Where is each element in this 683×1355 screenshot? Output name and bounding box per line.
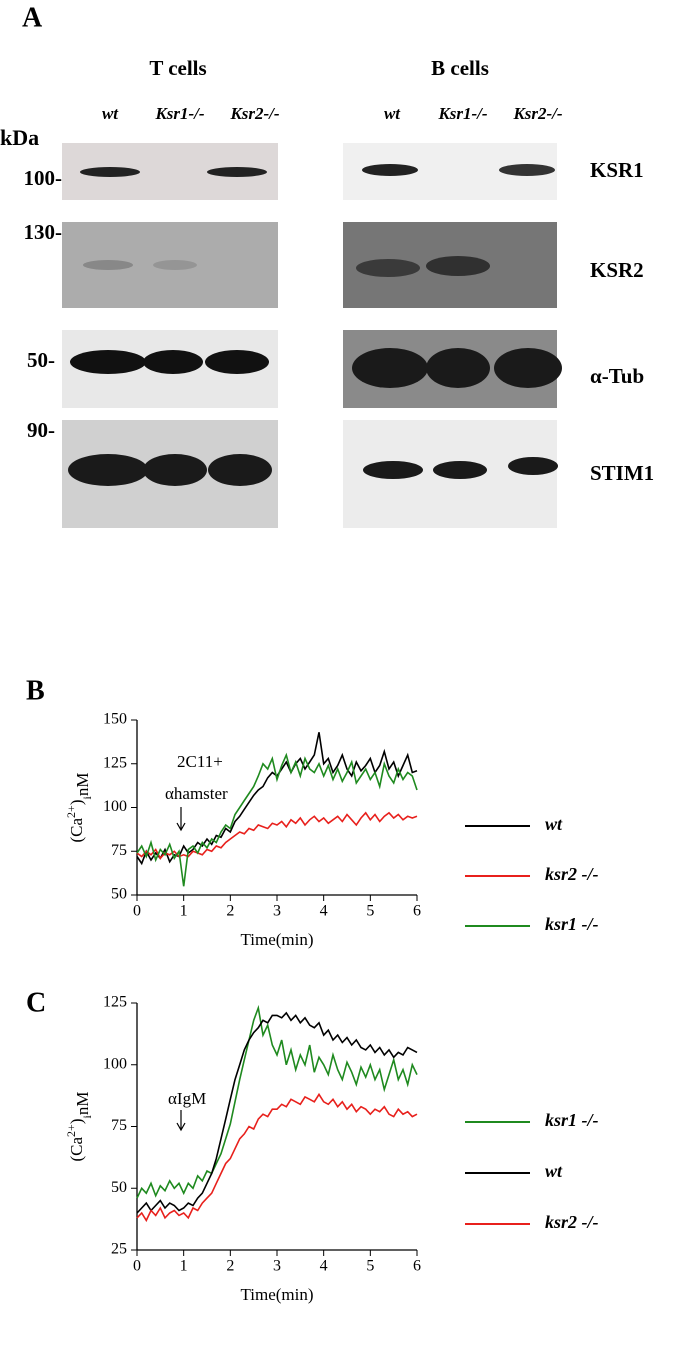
band — [356, 259, 420, 277]
y-tick-label: 150 — [103, 711, 127, 728]
x-tick-label: 1 — [180, 903, 188, 920]
x-tick-label: 2 — [226, 903, 234, 920]
line-series — [136, 752, 418, 887]
x-tick-label: 4 — [320, 903, 328, 920]
arrow — [176, 807, 186, 832]
x-axis-label: Time(min) — [240, 930, 313, 949]
panel-label: B — [26, 675, 45, 706]
protein-label: KSR1 — [590, 158, 644, 182]
marker-label: 50- — [27, 348, 55, 372]
band — [494, 348, 562, 388]
lane-label: wt — [384, 104, 401, 123]
y-tick-label: 75 — [111, 842, 127, 859]
band — [362, 164, 418, 176]
band — [205, 350, 269, 374]
y-axis-label-part: i — [80, 1114, 94, 1118]
annotation: αIgM — [168, 1089, 206, 1108]
y-axis-label-part: ) — [67, 799, 86, 805]
line-series — [136, 1011, 418, 1214]
protein-label: STIM1 — [590, 461, 654, 485]
band — [426, 348, 490, 388]
x-tick-label: 4 — [320, 1258, 328, 1275]
x-tick-label: 3 — [273, 903, 281, 920]
band — [83, 260, 133, 270]
y-tick-label: 125 — [103, 754, 127, 771]
lane-label: Ksr2-/- — [512, 104, 562, 123]
line-series — [136, 1004, 418, 1199]
legend-label: ksr2 -/- — [545, 864, 599, 884]
x-tick-label: 3 — [273, 1258, 281, 1275]
x-tick-label: 1 — [180, 1258, 188, 1275]
x-tick-label: 0 — [133, 1258, 141, 1275]
y-axis-label: (Ca2+)inM — [64, 773, 94, 843]
lane-label: Ksr1-/- — [154, 104, 204, 123]
band — [70, 350, 146, 374]
legend-label: ksr2 -/- — [545, 1212, 599, 1232]
panel-label: A — [22, 2, 43, 33]
y-tick-label: 50 — [111, 1179, 127, 1196]
y-axis-label-part: 2+ — [64, 805, 78, 818]
band — [68, 454, 148, 486]
band — [208, 454, 272, 486]
line-series — [136, 1092, 418, 1223]
x-tick-label: 6 — [413, 903, 421, 920]
y-tick-label: 125 — [103, 994, 127, 1011]
x-axis-label: Time(min) — [240, 1285, 313, 1304]
band — [433, 461, 487, 479]
y-axis-label-part: ) — [67, 1118, 86, 1124]
x-tick-label: 0 — [133, 903, 141, 920]
y-axis-label: (Ca2+)inM — [64, 1092, 94, 1162]
band — [143, 350, 203, 374]
group-label: B cells — [431, 56, 489, 80]
line-series — [136, 811, 418, 860]
legend-label: wt — [545, 1161, 563, 1181]
y-axis-label-part: nM — [73, 773, 92, 797]
y-tick-label: 75 — [111, 1117, 127, 1134]
protein-label: KSR2 — [590, 258, 644, 282]
band — [80, 167, 140, 177]
band — [143, 454, 207, 486]
band — [363, 461, 423, 479]
y-axis-label-part: (Ca — [67, 817, 86, 842]
x-tick-label: 2 — [226, 1258, 234, 1275]
y-axis-label-part: (Ca — [67, 1136, 86, 1161]
band — [499, 164, 555, 176]
protein-label: α-Tub — [590, 364, 644, 388]
y-tick-label: 100 — [103, 798, 127, 815]
band — [207, 167, 267, 177]
lane-label: Ksr1-/- — [437, 104, 487, 123]
panel-a: A T cells B cells wt Ksr1-/- Ksr2-/- wt … — [0, 2, 654, 528]
unit-label: kDa — [0, 125, 39, 150]
y-axis-label-part: nM — [73, 1092, 92, 1116]
band — [352, 348, 428, 388]
band — [153, 260, 197, 270]
y-tick-label: 100 — [103, 1055, 127, 1072]
lane-label: wt — [102, 104, 119, 123]
panel-label: C — [26, 987, 46, 1018]
legend-label: ksr1 -/- — [545, 1110, 599, 1130]
group-label: T cells — [149, 56, 206, 80]
annotation: αhamster — [165, 784, 228, 803]
y-tick-label: 25 — [111, 1241, 127, 1258]
legend-label: ksr1 -/- — [545, 914, 599, 934]
y-axis-label-part: 2+ — [64, 1124, 78, 1137]
band — [426, 256, 490, 276]
x-tick-label: 6 — [413, 1258, 421, 1275]
x-tick-label: 5 — [366, 1258, 374, 1275]
marker-label: 130- — [24, 220, 63, 244]
y-tick-label: 50 — [111, 886, 127, 903]
legend-label: wt — [545, 814, 563, 834]
lane-label: Ksr2-/- — [229, 104, 279, 123]
band — [508, 457, 558, 475]
marker-label: 100- — [24, 166, 63, 190]
marker-label: 90- — [27, 418, 55, 442]
annotation: 2C11+ — [177, 752, 223, 771]
arrow — [176, 1110, 186, 1132]
x-tick-label: 5 — [366, 903, 374, 920]
y-axis-label-part: i — [80, 795, 94, 799]
